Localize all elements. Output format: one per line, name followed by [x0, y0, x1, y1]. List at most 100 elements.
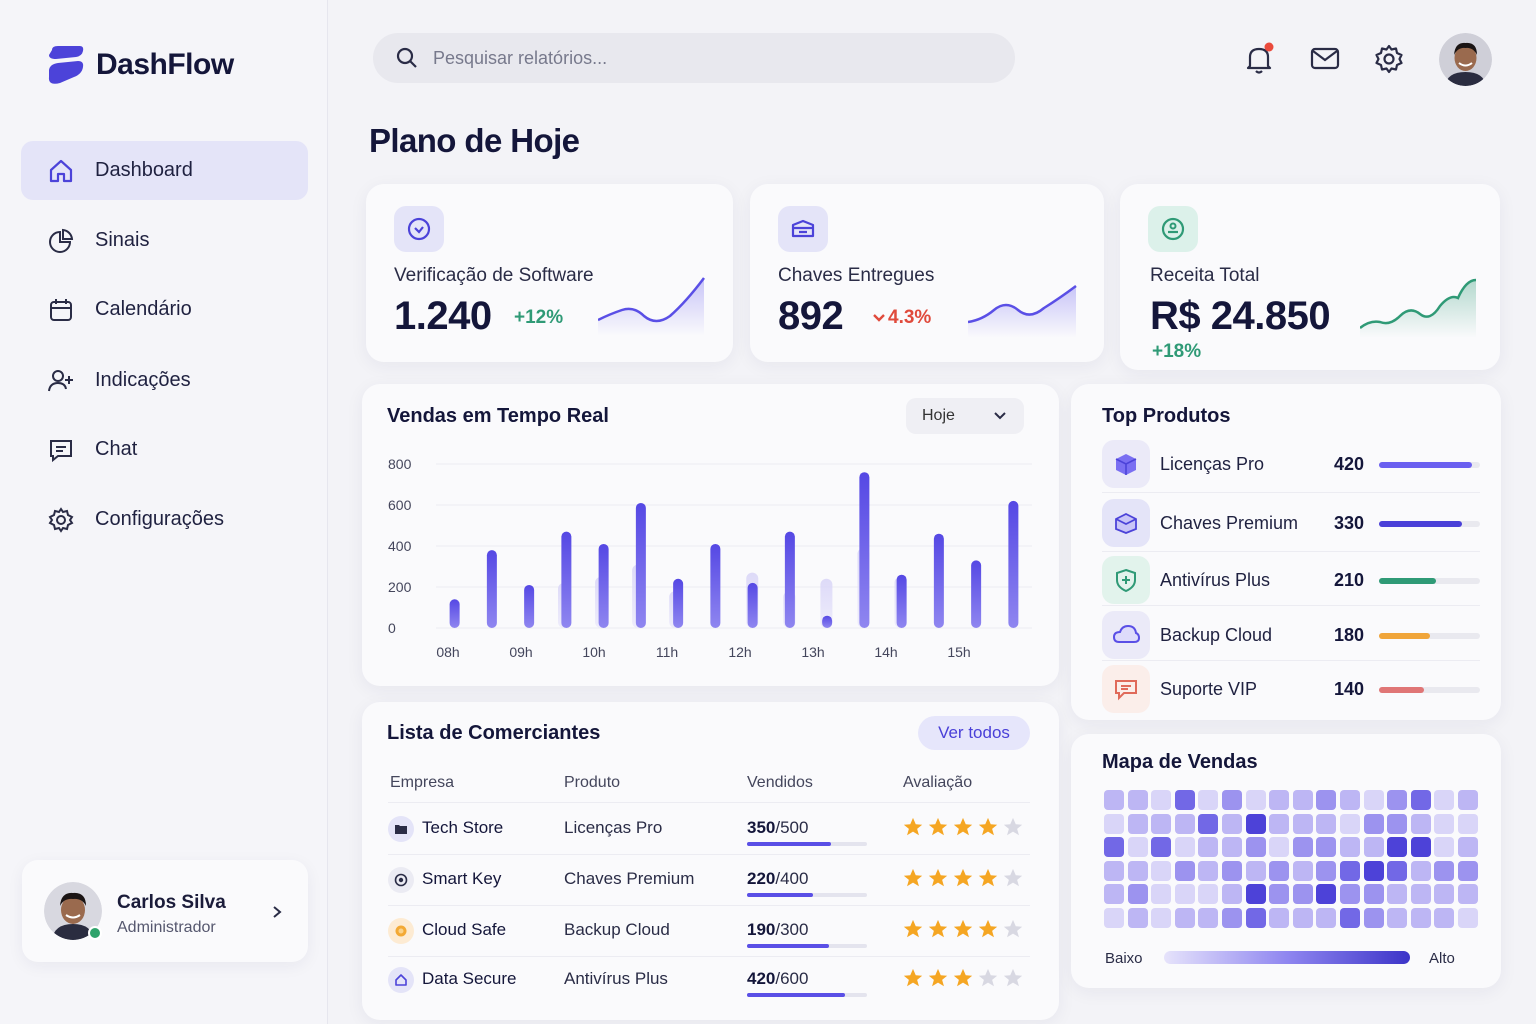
heatmap-cell[interactable] [1245, 907, 1266, 928]
sidebar-item-indicacoes[interactable]: Indicações [21, 351, 308, 410]
heatmap-cell[interactable] [1457, 907, 1478, 928]
heatmap-cell[interactable] [1104, 884, 1124, 905]
sales-bar[interactable] [933, 533, 944, 628]
heatmap-cell[interactable] [1221, 884, 1242, 905]
heatmap-cell[interactable] [1127, 813, 1148, 834]
sales-bar[interactable] [859, 472, 870, 628]
mail-icon[interactable] [1308, 42, 1342, 76]
sales-bar[interactable] [673, 578, 684, 628]
heatmap-cell[interactable] [1434, 837, 1455, 858]
heatmap-cell[interactable] [1104, 860, 1124, 881]
heatmap-cell[interactable] [1457, 837, 1478, 858]
heatmap-cell[interactable] [1127, 837, 1148, 858]
heatmap-cell[interactable] [1387, 790, 1408, 810]
heatmap-cell[interactable] [1434, 907, 1455, 928]
heatmap-cell[interactable] [1174, 860, 1195, 881]
heatmap-cell[interactable] [1104, 813, 1124, 834]
heatmap-cell[interactable] [1104, 790, 1124, 810]
heatmap-cell[interactable] [1457, 813, 1478, 834]
heatmap-cell[interactable] [1339, 790, 1360, 810]
heatmap-cell[interactable] [1292, 907, 1313, 928]
heatmap-cell[interactable] [1410, 860, 1431, 881]
heatmap-cell[interactable] [1363, 907, 1384, 928]
heatmap-cell[interactable] [1151, 907, 1172, 928]
product-row[interactable]: Antivírus Plus 210 [1102, 556, 1480, 606]
heatmap-cell[interactable] [1104, 837, 1124, 858]
heatmap-cell[interactable] [1363, 860, 1384, 881]
heatmap-cell[interactable] [1410, 837, 1431, 858]
sales-bar[interactable] [524, 584, 535, 628]
heatmap-cell[interactable] [1292, 790, 1313, 810]
search-bar[interactable] [373, 33, 1015, 83]
heatmap-cell[interactable] [1434, 884, 1455, 905]
avatar[interactable] [1439, 33, 1492, 86]
heatmap-cell[interactable] [1127, 907, 1148, 928]
heatmap-cell[interactable] [1198, 907, 1219, 928]
heatmap-cell[interactable] [1269, 884, 1290, 905]
heatmap-cell[interactable] [1198, 884, 1219, 905]
search-input[interactable] [433, 47, 933, 69]
heatmap-cell[interactable] [1245, 790, 1266, 810]
heatmap-cell[interactable] [1434, 790, 1455, 810]
heatmap-cell[interactable] [1245, 813, 1266, 834]
table-row[interactable]: Smart Key Chaves Premium 220/400 [388, 867, 1028, 917]
heatmap-cell[interactable] [1174, 837, 1195, 858]
heatmap-cell[interactable] [1457, 860, 1478, 881]
heatmap-cell[interactable] [1221, 790, 1242, 810]
heatmap-cell[interactable] [1151, 790, 1172, 810]
heatmap-cell[interactable] [1151, 860, 1172, 881]
column-header[interactable]: Avaliação [903, 774, 973, 791]
heatmap-cell[interactable] [1410, 907, 1431, 928]
heatmap-cell[interactable] [1339, 837, 1360, 858]
heatmap-cell[interactable] [1363, 790, 1384, 810]
table-row[interactable]: Data Secure Antivírus Plus 420/600 [388, 967, 1028, 1017]
sidebar-item-configuracoes[interactable]: Configurações [21, 490, 308, 549]
heatmap-cell[interactable] [1410, 884, 1431, 905]
heatmap-cell[interactable] [1221, 907, 1242, 928]
heatmap-cell[interactable] [1174, 907, 1195, 928]
heatmap-cell[interactable] [1387, 884, 1408, 905]
heatmap-cell[interactable] [1127, 790, 1148, 810]
heatmap-cell[interactable] [1127, 860, 1148, 881]
heatmap-cell[interactable] [1221, 860, 1242, 881]
heatmap-cell[interactable] [1198, 860, 1219, 881]
heatmap-cell[interactable] [1269, 860, 1290, 881]
sales-bar[interactable] [561, 531, 572, 628]
heatmap-cell[interactable] [1292, 860, 1313, 881]
heatmap-cell[interactable] [1363, 837, 1384, 858]
heatmap-cell[interactable] [1387, 813, 1408, 834]
heatmap-cell[interactable] [1198, 813, 1219, 834]
product-row[interactable]: Chaves Premium 330 [1102, 499, 1480, 549]
heatmap-cell[interactable] [1410, 790, 1431, 810]
heatmap-cell[interactable] [1387, 907, 1408, 928]
sidebar-item-calendario[interactable]: Calendário [21, 280, 308, 339]
heatmap-cell[interactable] [1151, 837, 1172, 858]
sales-bar[interactable] [822, 615, 833, 628]
product-row[interactable]: Licenças Pro 420 [1102, 440, 1480, 490]
heatmap-cell[interactable] [1339, 884, 1360, 905]
heatmap-cell[interactable] [1316, 790, 1337, 810]
sales-bar[interactable] [896, 574, 907, 628]
heatmap-cell[interactable] [1339, 813, 1360, 834]
heatmap-cell[interactable] [1151, 813, 1172, 834]
heatmap-cell[interactable] [1457, 884, 1478, 905]
view-all-button[interactable]: Ver todos [918, 716, 1030, 750]
heatmap-cell[interactable] [1316, 884, 1337, 905]
sales-bar[interactable] [784, 531, 795, 628]
heatmap-cell[interactable] [1410, 813, 1431, 834]
heatmap-cell[interactable] [1174, 790, 1195, 810]
heatmap-cell[interactable] [1316, 813, 1337, 834]
column-header[interactable]: Empresa [390, 774, 455, 791]
table-row[interactable]: Cloud Safe Backup Cloud 190/300 [388, 918, 1028, 968]
range-dropdown[interactable]: Hoje [906, 398, 1024, 434]
heatmap-cell[interactable] [1127, 884, 1148, 905]
heatmap-cell[interactable] [1292, 884, 1313, 905]
heatmap-cell[interactable] [1339, 860, 1360, 881]
heatmap-cell[interactable] [1269, 907, 1290, 928]
sidebar-item-chat[interactable]: Chat [21, 420, 308, 479]
heatmap-cell[interactable] [1221, 813, 1242, 834]
heatmap-cell[interactable] [1221, 837, 1242, 858]
sales-bar[interactable] [449, 599, 460, 628]
bell-icon[interactable] [1242, 42, 1276, 76]
heatmap-cell[interactable] [1245, 884, 1266, 905]
